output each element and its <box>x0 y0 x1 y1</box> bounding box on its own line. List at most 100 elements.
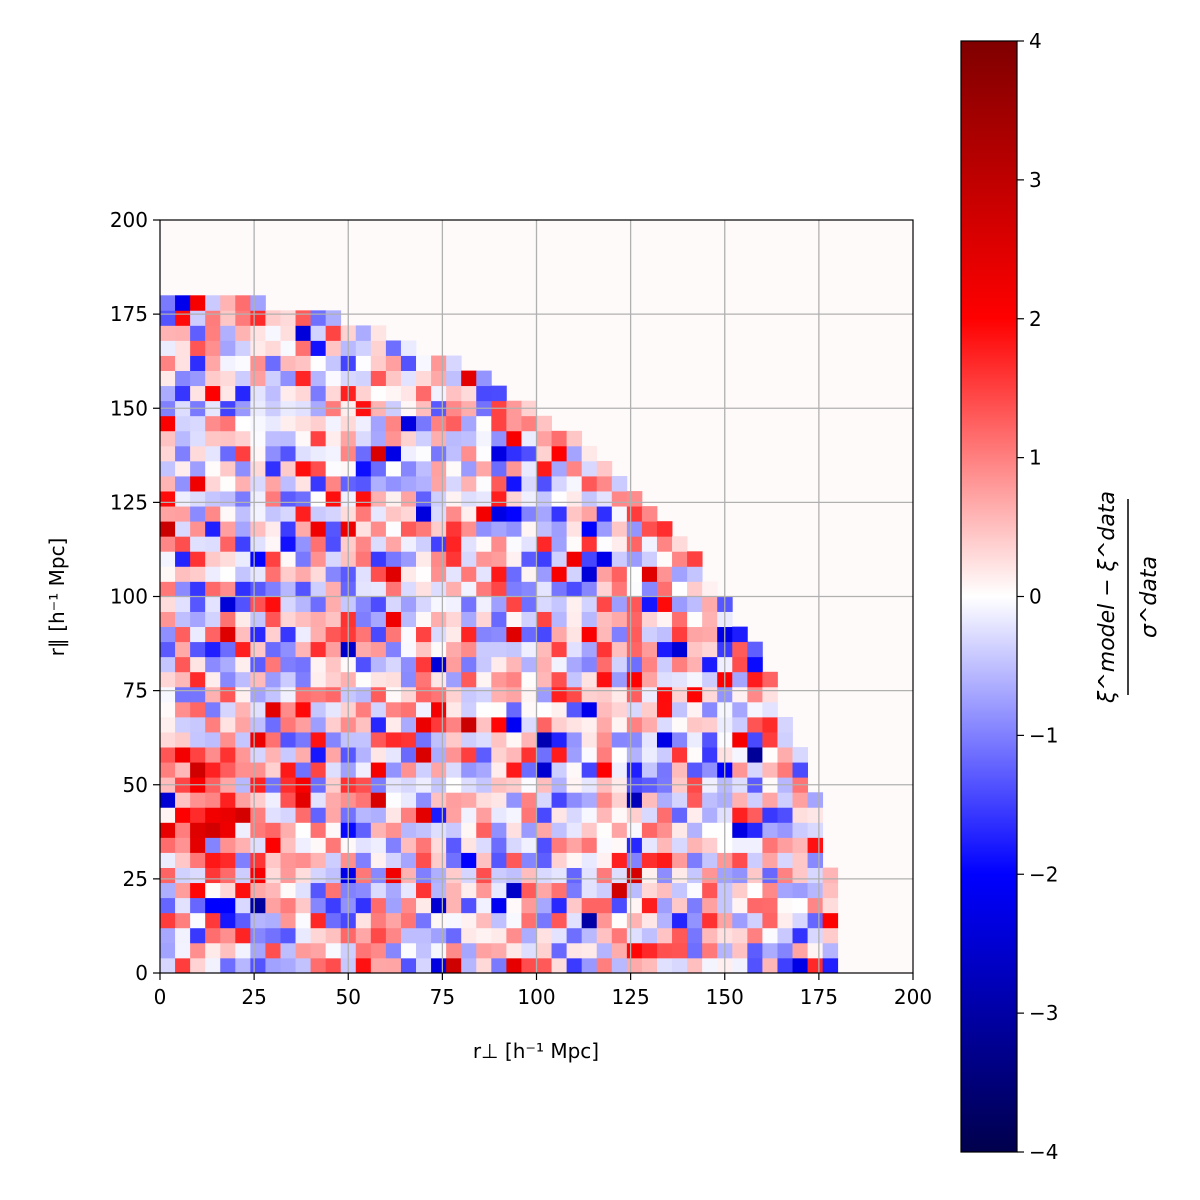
heatmap-cell <box>551 732 568 748</box>
heatmap-cell <box>566 686 583 703</box>
heatmap-cell <box>491 837 507 853</box>
heatmap-cell <box>160 506 176 522</box>
heatmap-cell <box>596 852 613 868</box>
heatmap-cell <box>566 521 583 537</box>
heatmap-cell <box>160 732 176 748</box>
heatmap-cell <box>190 430 206 447</box>
heatmap-cell <box>506 430 522 447</box>
heatmap-cell <box>641 867 658 884</box>
heatmap-cell <box>446 957 462 973</box>
heatmap-cell <box>355 325 372 341</box>
heatmap-cell <box>385 521 402 537</box>
heatmap-cell <box>325 867 342 884</box>
heatmap-cell <box>325 747 342 763</box>
heatmap-cell <box>596 732 613 748</box>
heatmap-cell <box>626 491 643 507</box>
heatmap-cell <box>175 701 191 718</box>
heatmap-cell <box>295 581 311 597</box>
heatmap-cell <box>536 732 552 748</box>
heatmap-cell <box>747 792 763 808</box>
heatmap-cell <box>295 506 311 522</box>
heatmap-cell <box>235 732 251 748</box>
heatmap-cell <box>551 701 568 718</box>
heatmap-cell <box>355 460 372 477</box>
heatmap-cell <box>385 551 402 567</box>
heatmap-cell <box>611 581 628 597</box>
heatmap-cell <box>641 942 658 959</box>
heatmap-cell <box>611 641 628 658</box>
heatmap-cell <box>385 415 402 432</box>
heatmap-cell <box>175 355 191 371</box>
heatmap-cell <box>416 506 432 522</box>
heatmap-cell <box>656 671 673 688</box>
heatmap-cell <box>355 626 372 643</box>
heatmap-cell <box>807 927 824 944</box>
heatmap-cell <box>506 641 522 658</box>
heatmap-cell <box>160 912 176 929</box>
heatmap-cell <box>310 807 327 823</box>
heatmap-cell <box>566 430 583 447</box>
heatmap-cell <box>792 837 808 853</box>
heatmap-cell <box>491 807 507 823</box>
heatmap-cell <box>250 716 266 733</box>
heatmap-cell <box>250 566 266 582</box>
heatmap-cell <box>205 521 221 537</box>
heatmap-cell <box>536 671 552 688</box>
heatmap-cell <box>431 897 447 914</box>
heatmap-cell <box>461 897 477 914</box>
heatmap-cell <box>506 807 522 823</box>
heatmap-cell <box>641 551 658 567</box>
heatmap-cell <box>581 476 598 492</box>
heatmap-cell <box>762 716 778 733</box>
heatmap-cell <box>280 596 296 612</box>
heatmap-cell <box>581 912 598 929</box>
heatmap-cell <box>295 867 311 884</box>
heatmap-cell <box>521 566 537 582</box>
heatmap-cell <box>295 491 311 507</box>
heatmap-cell <box>476 385 492 402</box>
heatmap-cell <box>280 837 296 853</box>
heatmap-cell <box>190 807 206 823</box>
heatmap-cell <box>446 581 462 597</box>
heatmap-cell <box>476 701 492 718</box>
heatmap-cell <box>385 491 402 507</box>
heatmap-cell <box>656 867 673 884</box>
heatmap-cell <box>521 415 537 432</box>
heatmap-cell <box>777 837 793 853</box>
heatmap-cell <box>536 852 552 868</box>
heatmap-cell <box>566 716 583 733</box>
heatmap-cell <box>355 942 372 959</box>
heatmap-cell <box>461 385 477 402</box>
heatmap-cell <box>370 430 387 447</box>
heatmap-cell <box>581 747 598 763</box>
heatmap-cell <box>235 325 251 341</box>
heatmap-cell <box>175 686 191 703</box>
heatmap-cell <box>566 852 583 868</box>
heatmap-cell <box>370 460 387 477</box>
heatmap-cell <box>702 942 718 959</box>
heatmap-cell <box>702 807 718 823</box>
heatmap-cell <box>551 430 568 447</box>
heatmap-cell <box>265 355 281 371</box>
heatmap-cell <box>461 370 477 387</box>
heatmap-cell <box>310 415 327 432</box>
heatmap-cell <box>446 852 462 868</box>
heatmap-cell <box>626 732 643 748</box>
heatmap-cell <box>370 581 387 597</box>
heatmap-cell <box>280 641 296 658</box>
heatmap-cell <box>325 656 342 673</box>
heatmap-cell <box>235 912 251 929</box>
heatmap-cell <box>280 521 296 537</box>
heatmap-cell <box>190 370 206 387</box>
heatmap-cell <box>702 747 718 763</box>
heatmap-cell <box>626 882 643 899</box>
heatmap-cell <box>687 897 703 914</box>
heatmap-cell <box>777 912 793 929</box>
heatmap-cell <box>370 957 387 973</box>
heatmap-cell <box>626 912 643 929</box>
heatmap-cell <box>491 671 507 688</box>
colorbar-tick-label: −1 <box>1029 723 1058 747</box>
heatmap-cell <box>250 807 266 823</box>
heatmap-cell <box>295 716 311 733</box>
heatmap-cell <box>732 807 748 823</box>
